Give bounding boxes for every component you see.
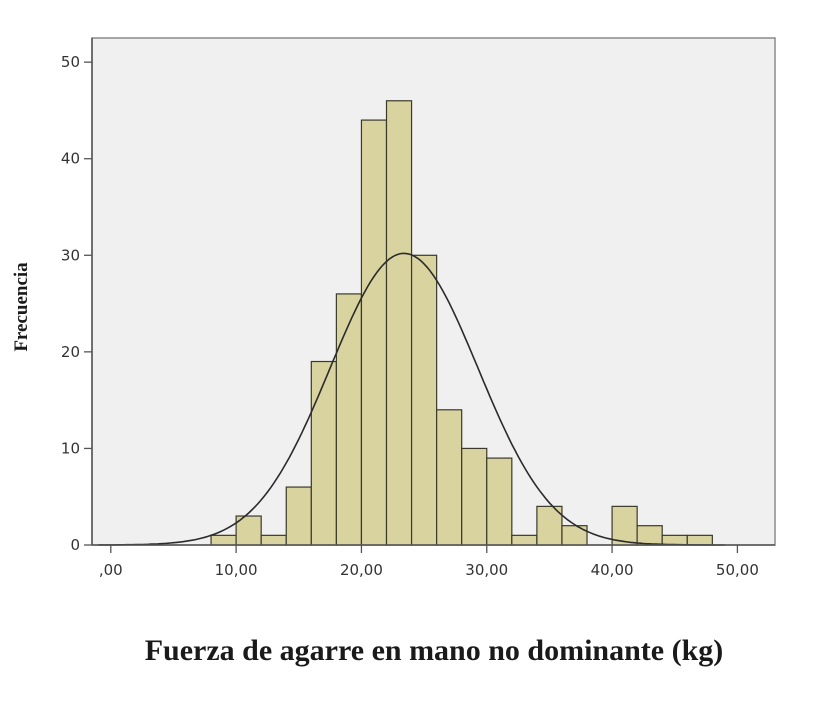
axes (91, 38, 775, 546)
y-tick-label: 10 (61, 439, 80, 457)
histogram-bar (410, 254, 438, 546)
x-tick-label: ,00 (99, 561, 123, 579)
histogram-bar (210, 534, 237, 546)
histogram-bar (461, 447, 488, 546)
histogram-bar (661, 534, 688, 546)
histogram-bar (686, 534, 713, 546)
x-tick-label: 10,00 (215, 561, 258, 579)
histogram-bar (486, 457, 513, 546)
x-tick-label: 30,00 (465, 561, 508, 579)
y-tick-label: 30 (61, 246, 80, 264)
y-tick-label: 20 (61, 343, 80, 361)
histogram-bar (335, 293, 363, 546)
histogram-bar (360, 119, 388, 546)
histogram-bar (310, 360, 337, 546)
y-tick-label: 50 (61, 53, 80, 71)
histogram-bar (561, 525, 588, 546)
histogram-bars (210, 100, 713, 546)
histogram-bar (285, 486, 312, 546)
x-axis-label: Fuerza de agarre en mano no dominante (k… (145, 634, 724, 667)
x-axis-ticks: ,00 10,00 20,00 30,00 40,00 50,00 (99, 545, 759, 579)
y-axis-ticks: 0 10 20 30 40 50 (61, 53, 92, 554)
histogram-bar (260, 534, 287, 546)
x-tick-label: 20,00 (340, 561, 383, 579)
y-axis-label: Frecuencia (11, 262, 32, 352)
y-tick-label: 0 (70, 536, 80, 554)
x-tick-label: 40,00 (591, 561, 634, 579)
normal-curve (98, 252, 725, 546)
histogram-bar (385, 100, 413, 546)
histogram-bar (511, 534, 538, 546)
histogram-bar (436, 409, 463, 546)
histogram-bar (636, 525, 663, 546)
x-tick-label: 50,00 (716, 561, 759, 579)
histogram-bar (611, 505, 638, 546)
y-tick-label: 40 (61, 150, 80, 168)
